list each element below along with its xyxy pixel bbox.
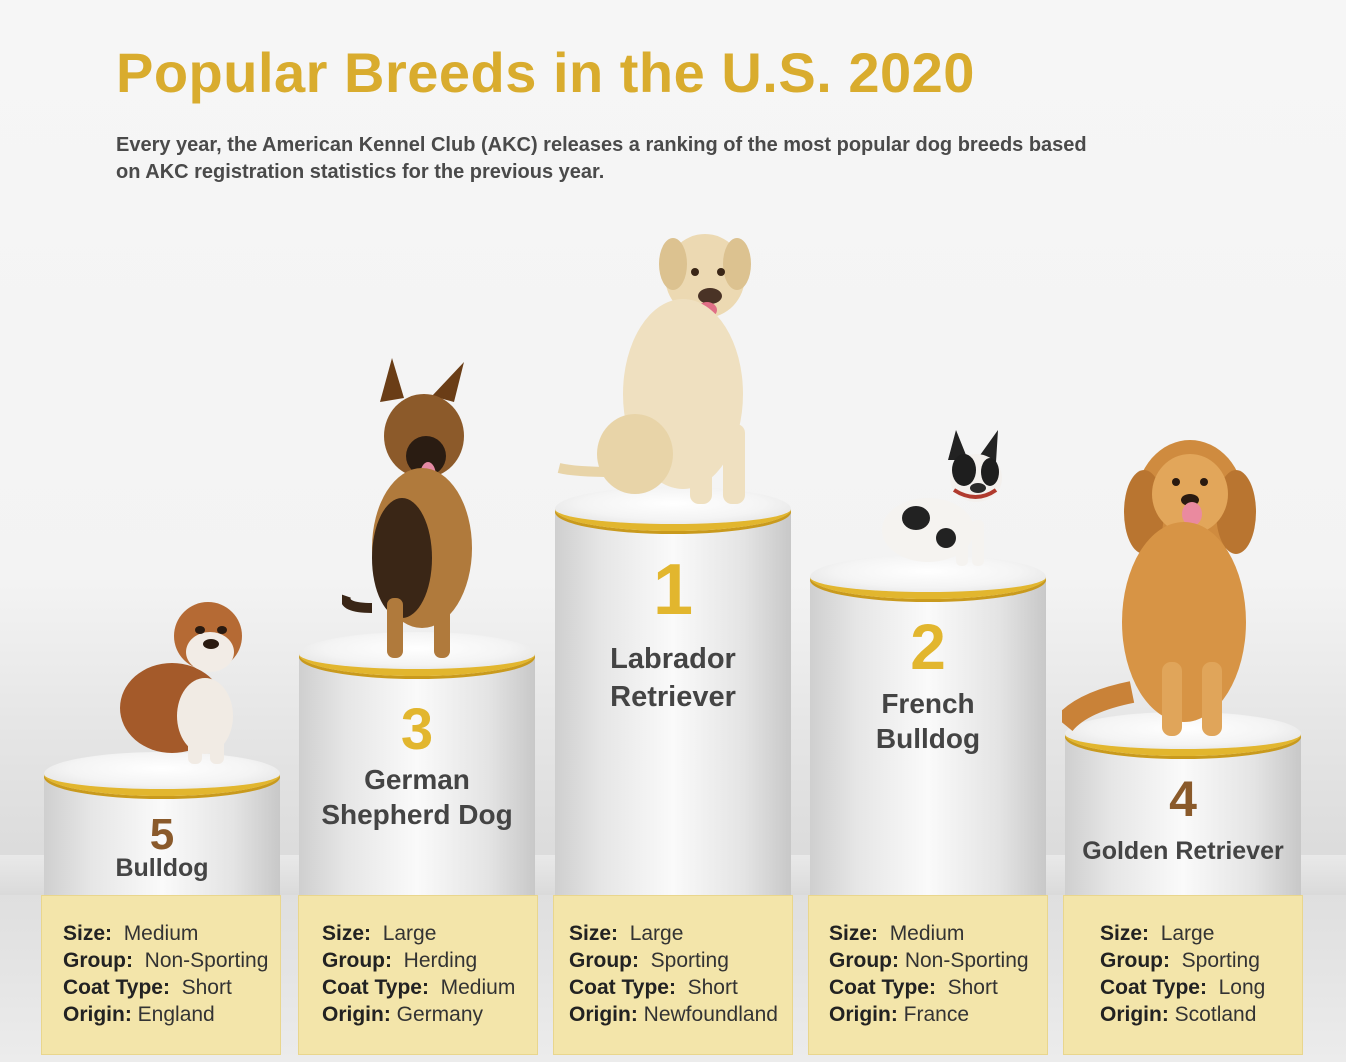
breed-name: French Bulldog [800, 686, 1056, 756]
breed-name: German Shepherd Dog [289, 762, 545, 832]
info-origin: Origin: Newfoundland [569, 1001, 792, 1028]
golden-retriever-photo [1062, 432, 1262, 740]
labrador-photo [555, 224, 765, 514]
podium-rank-5: 5 Bulldog [44, 752, 280, 895]
info-card-bulldog: Size: Medium Group: Non-Sporting Coat Ty… [41, 895, 281, 1055]
rank-number: 3 [299, 696, 535, 763]
rank-number: 2 [810, 610, 1046, 684]
german-shepherd-photo [342, 358, 492, 664]
info-card-golden-retriever: Size: Large Group: Sporting Coat Type: L… [1063, 895, 1303, 1055]
info-coat: Coat Type: Short [569, 974, 792, 1001]
page-subtitle: Every year, the American Kennel Club (AK… [116, 132, 1096, 186]
breed-name-line1: German [289, 762, 545, 797]
podium-rank-2: 2 French Bulldog [810, 555, 1046, 895]
info-group: Group: Sporting [1100, 947, 1302, 974]
info-size: Size: Large [322, 920, 537, 947]
breed-name-line2: Retriever [545, 678, 801, 716]
info-origin: Origin: Scotland [1100, 1001, 1302, 1028]
podium-rank-3: 3 German Shepherd Dog [299, 632, 535, 895]
breed-name-line1: Bulldog [115, 854, 208, 882]
breed-name: Bulldog [34, 853, 290, 883]
info-card-labrador: Size: Large Group: Sporting Coat Type: S… [553, 895, 793, 1055]
info-coat: Coat Type: Long [1100, 974, 1302, 1001]
info-group: Group: Non-Sporting [63, 947, 280, 974]
page-title: Popular Breeds in the U.S. 2020 [116, 40, 975, 105]
info-origin: Origin: Germany [322, 1001, 537, 1028]
breed-name-line1: Labrador [545, 640, 801, 678]
french-bulldog-photo [876, 430, 1006, 570]
info-group: Group: Herding [322, 947, 537, 974]
info-group: Group: Non-Sporting [829, 947, 1047, 974]
breed-name-line2: Shepherd Dog [289, 797, 545, 832]
breed-name-line2: Bulldog [800, 721, 1056, 756]
info-size: Size: Large [569, 920, 792, 947]
rank-number: 4 [1065, 770, 1301, 828]
breed-name-line1: French [800, 686, 1056, 721]
info-size: Size: Medium [63, 920, 280, 947]
info-origin: Origin: England [63, 1001, 280, 1028]
info-size: Size: Medium [829, 920, 1047, 947]
info-coat: Coat Type: Short [63, 974, 280, 1001]
breed-name-line1: Golden Retriever [1055, 836, 1311, 866]
info-group: Group: Sporting [569, 947, 792, 974]
info-card-french-bulldog: Size: Medium Group: Non-Sporting Coat Ty… [808, 895, 1048, 1055]
bulldog-photo [110, 588, 250, 768]
info-card-german-shepherd: Size: Large Group: Herding Coat Type: Me… [298, 895, 538, 1055]
rank-number: 1 [555, 549, 791, 631]
podium-rank-1: 1 Labrador Retriever [555, 487, 791, 895]
info-coat: Coat Type: Short [829, 974, 1047, 1001]
breed-name: Labrador Retriever [545, 640, 801, 716]
info-origin: Origin: France [829, 1001, 1047, 1028]
info-size: Size: Large [1100, 920, 1302, 947]
breed-name: Golden Retriever [1055, 836, 1311, 866]
info-coat: Coat Type: Medium [322, 974, 537, 1001]
